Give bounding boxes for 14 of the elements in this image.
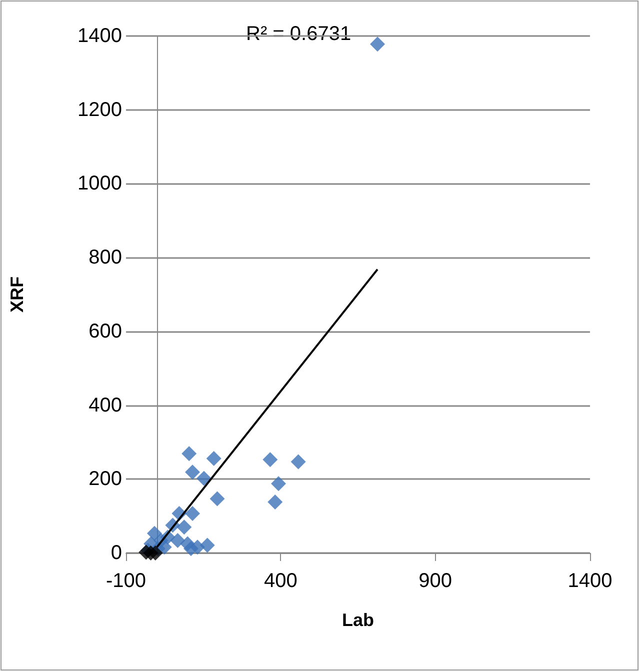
y-tick-label: 0 <box>110 542 122 564</box>
x-tick-label: 900 <box>418 570 452 592</box>
y-tick-label: 800 <box>88 246 122 269</box>
x-axis-title: Lab <box>342 610 374 630</box>
x-tick-label: -100 <box>106 570 146 592</box>
y-axis-title: XRF <box>7 276 27 312</box>
x-tick-label: 400 <box>264 570 298 592</box>
y-tick-label: 1200 <box>78 98 122 121</box>
y-tick-label: 400 <box>88 394 122 416</box>
x-tick-label: 1400 <box>568 570 612 592</box>
y-tick-label: 1400 <box>78 25 122 47</box>
y-tick-label: 200 <box>88 468 122 490</box>
y-tick-label: 1000 <box>78 172 122 195</box>
y-tick-label: 600 <box>88 320 122 342</box>
